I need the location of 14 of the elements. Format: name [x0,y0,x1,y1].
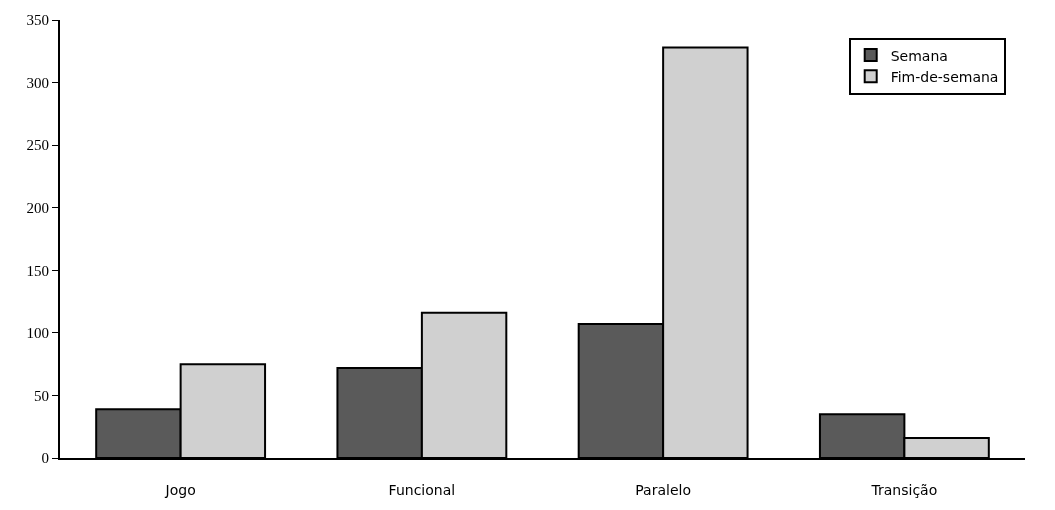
y-tick-label: 100 [26,325,49,342]
x-tick-label: Paralelo [635,481,691,498]
y-tick-label: 250 [26,137,49,154]
y-tick-label: 0 [41,450,49,467]
y-tick-label: 50 [34,387,49,404]
x-tick-label: Transição [870,481,938,498]
legend-label: Fim-de-semana [890,68,999,85]
x-tick-label: Funcional [388,481,456,498]
y-tick-label: 150 [26,262,49,279]
legend-label: Semana [890,47,948,64]
y-tick-label: 200 [26,199,49,216]
y-tick-label: 350 [26,12,49,29]
y-tick-label: 300 [26,74,49,91]
x-tick-label: Jogo [164,481,196,498]
